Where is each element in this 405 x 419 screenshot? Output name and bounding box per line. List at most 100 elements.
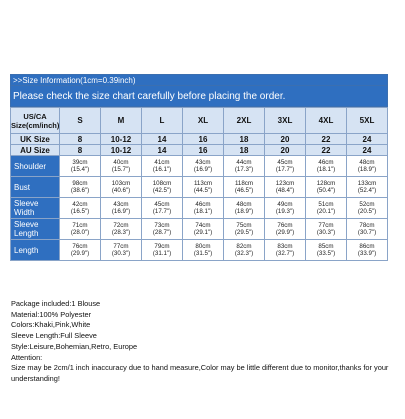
- au-size-7: 24: [346, 144, 388, 156]
- au-size-5: 20: [264, 144, 306, 156]
- us-size-0: S: [59, 107, 101, 134]
- size-chart: >>Size Information(1cm=0.39inch) Please …: [10, 74, 388, 261]
- measurement-cell: 74cm (29.1"): [182, 218, 224, 240]
- inch-value: (52.4"): [357, 187, 377, 194]
- cm-value: 49cm: [277, 200, 293, 208]
- cm-value: 46cm: [195, 200, 211, 208]
- inch-value: (18.9"): [357, 166, 377, 173]
- inch-value: (18.9"): [234, 208, 254, 215]
- us-size-3: XL: [182, 107, 224, 134]
- measurement-cell: 49cm (19.3"): [264, 197, 306, 219]
- cm-value: 39cm: [72, 158, 88, 166]
- cm-value: 98cm: [72, 179, 88, 187]
- measurement-label: Sleeve Width: [10, 197, 60, 219]
- inch-value: (30.3"): [111, 250, 131, 257]
- uk-size-row: UK Size 8 10-12 14 16 18 20 22 24: [10, 133, 388, 145]
- au-size-4: 18: [223, 144, 265, 156]
- measurement-cell: 118cm (46.5"): [223, 176, 265, 198]
- cm-value: 72cm: [113, 221, 129, 229]
- uk-size-6: 22: [305, 133, 347, 145]
- measurement-cell: 76cm (29.9"): [59, 239, 101, 261]
- measurement-cell: 42cm (16.5"): [59, 197, 101, 219]
- cm-value: 80cm: [195, 242, 211, 250]
- inch-value: (28.0"): [70, 229, 90, 236]
- cm-value: 75cm: [236, 221, 252, 229]
- uk-size-7: 24: [346, 133, 388, 145]
- cm-value: 43cm: [195, 158, 211, 166]
- cm-value: 108cm: [152, 179, 172, 187]
- uk-size-0: 8: [59, 133, 101, 145]
- inch-value: (29.1"): [193, 229, 213, 236]
- inch-value: (16.5"): [70, 208, 90, 215]
- inch-value: (33.5"): [316, 250, 336, 257]
- cm-value: 86cm: [359, 242, 375, 250]
- uk-size-5: 20: [264, 133, 306, 145]
- measurement-cell: 72cm (28.3"): [100, 218, 142, 240]
- cm-value: 74cm: [195, 221, 211, 229]
- measurement-cell: 75cm (29.5"): [223, 218, 265, 240]
- measurement-cell: 45cm (17.7"): [141, 197, 183, 219]
- inch-value: (28.3"): [111, 229, 131, 236]
- inch-value: (32.7"): [275, 250, 295, 257]
- measurement-cell: 41cm (16.1"): [141, 155, 183, 177]
- inch-value: (29.9"): [70, 250, 90, 257]
- inch-value: (19.3"): [275, 208, 295, 215]
- inch-value: (15.7"): [111, 166, 131, 173]
- size-info-header: >>Size Information(1cm=0.39inch): [10, 74, 388, 86]
- measurement-cell: 83cm (32.7"): [264, 239, 306, 261]
- inch-value: (50.4"): [316, 187, 336, 194]
- cm-value: 45cm: [277, 158, 293, 166]
- inch-value: (18.1"): [193, 208, 213, 215]
- measurement-cell: 40cm (15.7"): [100, 155, 142, 177]
- cm-value: 73cm: [154, 221, 170, 229]
- inch-value: (28.7"): [152, 229, 172, 236]
- measurement-cell: 78cm (30.7"): [346, 218, 388, 240]
- us-size-row: US/CA Size(cm/inch) S M L XL 2XL 3XL 4XL 5XL: [10, 107, 388, 134]
- au-size-1: 10-12: [100, 144, 142, 156]
- measurement-row: Shoulder 39cm (15.4") 40cm (15.7") 41cm (16.1"…: [10, 155, 388, 177]
- measurement-cell: 98cm (38.6"): [59, 176, 101, 198]
- inch-value: (17.3"): [234, 166, 254, 173]
- cm-value: 71cm: [72, 221, 88, 229]
- measurement-cell: 79cm (31.1"): [141, 239, 183, 261]
- measurement-cell: 86cm (33.9"): [346, 239, 388, 261]
- inch-value: (31.1"): [152, 250, 172, 257]
- cm-value: 46cm: [318, 158, 334, 166]
- us-size-7: 5XL: [346, 107, 388, 134]
- cm-value: 77cm: [318, 221, 334, 229]
- measurement-cell: 77cm (30.3"): [305, 218, 347, 240]
- measurement-cell: 128cm (50.4"): [305, 176, 347, 198]
- measurement-row: Bust 98cm (38.6") 103cm (40.6") 108cm (42.5") 1…: [10, 176, 388, 198]
- measurement-cell: 123cm (48.4"): [264, 176, 306, 198]
- measurement-cell: 39cm (15.4"): [59, 155, 101, 177]
- inch-value: (16.9"): [193, 166, 213, 173]
- colors-note: Colors:Khaki,Pink,White: [11, 320, 91, 330]
- cm-value: 48cm: [359, 158, 375, 166]
- size-table: US/CA Size(cm/inch) S M L XL 2XL 3XL 4XL 5XL UK…: [10, 107, 388, 261]
- inch-value: (17.7"): [152, 208, 172, 215]
- measurement-cell: 103cm (40.6"): [100, 176, 142, 198]
- cm-value: 79cm: [154, 242, 170, 250]
- inch-value: (33.9"): [357, 250, 377, 257]
- uk-size-3: 16: [182, 133, 224, 145]
- measurement-cell: 52cm (20.5"): [346, 197, 388, 219]
- cm-value: 41cm: [154, 158, 170, 166]
- cm-value: 103cm: [111, 179, 131, 187]
- corner-label: US/CA Size(cm/inch): [10, 107, 60, 134]
- inch-value: (31.5"): [193, 250, 213, 257]
- measurement-cell: 113cm (44.5"): [182, 176, 224, 198]
- au-size-2: 14: [141, 144, 183, 156]
- material-note: Material:100% Polyester: [11, 309, 92, 319]
- inch-value: (30.3"): [316, 229, 336, 236]
- au-size-0: 8: [59, 144, 101, 156]
- inch-value: (29.9"): [275, 229, 295, 236]
- measurement-cell: 51cm (20.1"): [305, 197, 347, 219]
- measurement-cell: 71cm (28.0"): [59, 218, 101, 240]
- package-note: Package included:1 Blouse: [11, 299, 101, 308]
- inch-value: (38.6"): [70, 187, 90, 194]
- cm-value: 52cm: [359, 200, 375, 208]
- inch-value: (29.5"): [234, 229, 254, 236]
- cm-value: 44cm: [236, 158, 252, 166]
- measurement-cell: 76cm (29.9"): [264, 218, 306, 240]
- cm-value: 78cm: [359, 221, 375, 229]
